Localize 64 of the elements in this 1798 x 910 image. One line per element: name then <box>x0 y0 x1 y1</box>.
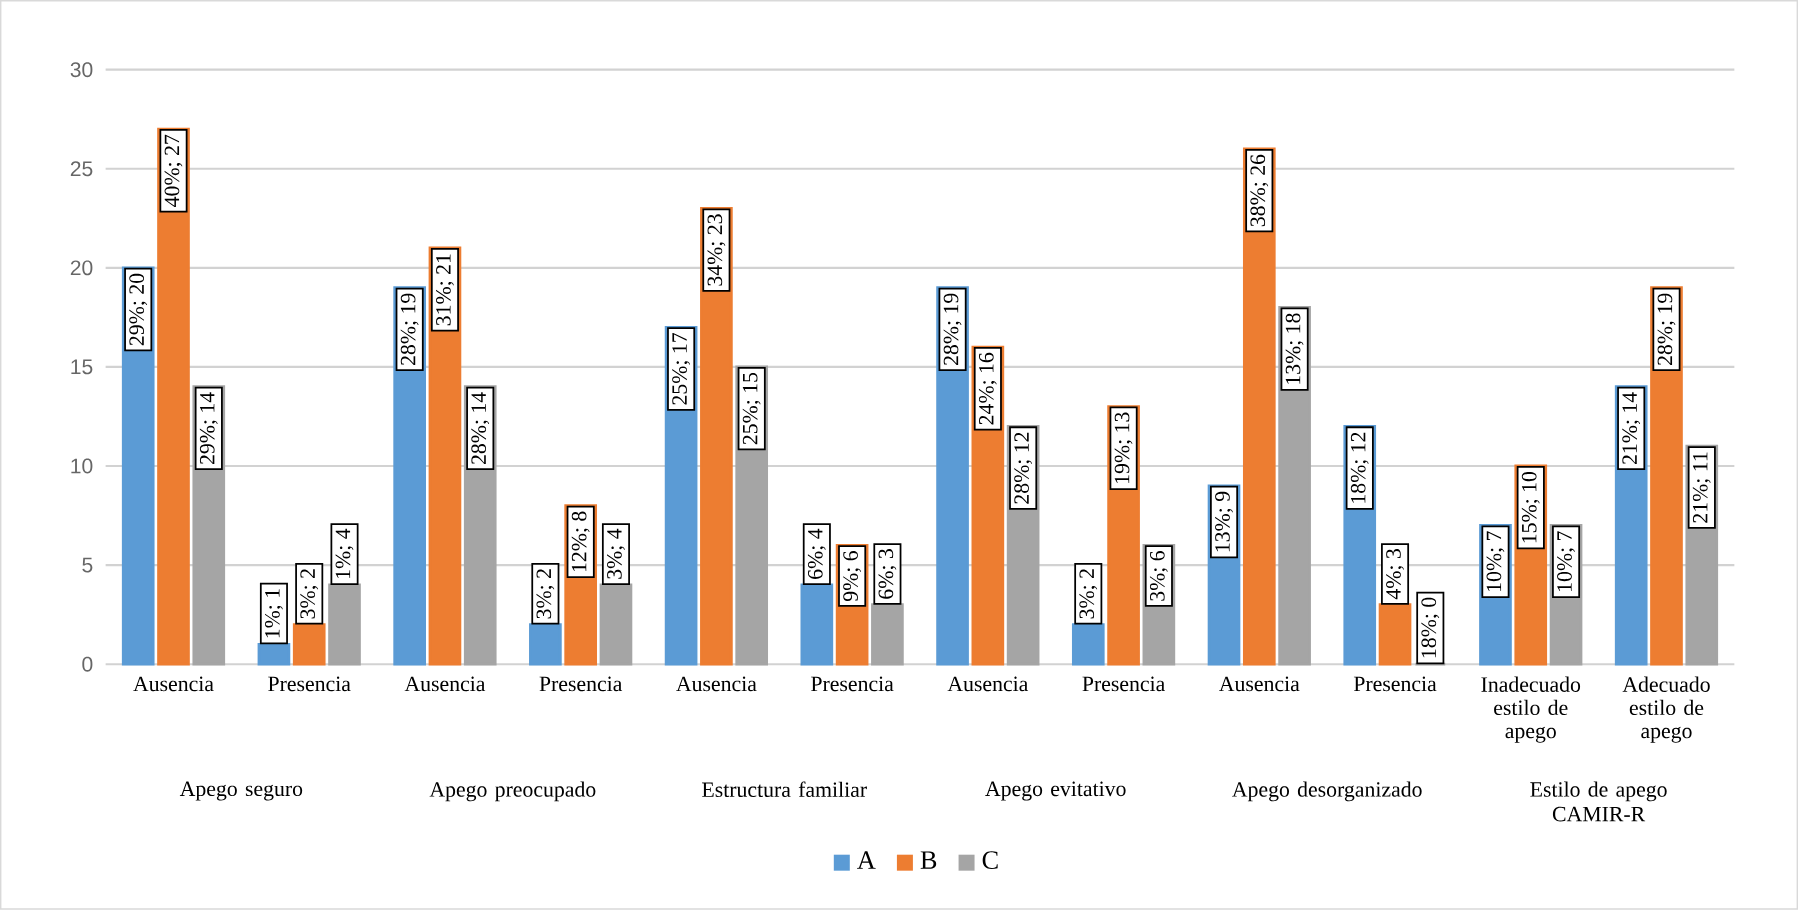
y-tick-label: 20 <box>70 260 93 276</box>
data-label: 12%; 8 <box>571 511 590 572</box>
legend-label: B <box>920 851 937 869</box>
data-label: 18%; 12 <box>1350 432 1369 503</box>
data-label: 15%; 10 <box>1521 472 1540 543</box>
data-label: 10%; 7 <box>1486 531 1505 592</box>
data-label: 4%; 3 <box>1386 549 1404 600</box>
x-tick-label: Presencia <box>811 676 894 692</box>
x-tick-label: Ausencia <box>676 676 757 692</box>
data-label: 13%; 18 <box>1285 313 1304 384</box>
y-tick-label: 5 <box>82 557 93 573</box>
data-label: 3%; 2 <box>1079 569 1098 619</box>
data-label: 18%; 0 <box>1421 597 1440 658</box>
x-tick-label: Adecuado estilo de apego <box>1622 676 1710 743</box>
data-label: 40%; 27 <box>164 135 183 208</box>
x-tick-label: Ausencia <box>1219 676 1300 692</box>
data-label: 3%; 2 <box>300 569 319 619</box>
data-label: 6%; 4 <box>807 528 826 580</box>
y-tick-label: 10 <box>71 458 93 474</box>
data-label: 10%; 7 <box>1557 531 1575 592</box>
data-label: 24%; 16 <box>978 352 997 425</box>
data-label: 31%; 21 <box>436 254 454 326</box>
y-tick-label: 25 <box>70 161 93 177</box>
y-tick-label: 15 <box>71 359 93 375</box>
data-label: 13%; 9 <box>1215 491 1233 552</box>
data-label: 29%; 14 <box>199 392 218 465</box>
legend-label: C <box>982 851 998 870</box>
data-label: 28%; 19 <box>1657 293 1676 366</box>
text: Apego preocupado <box>429 781 596 802</box>
text: Estructura familiar <box>702 781 867 798</box>
x-tick-label: Ausencia <box>404 676 486 692</box>
data-label: 21%; 11 <box>1692 452 1711 523</box>
data-label: 38%; 26 <box>1250 154 1269 227</box>
data-label: 29%; 20 <box>129 273 148 346</box>
data-label: 1%; 1 <box>265 589 283 638</box>
data-label: 3%; 2 <box>536 569 555 619</box>
data-label: 28%; 12 <box>1014 432 1033 504</box>
data-label: 19%; 13 <box>1114 412 1133 484</box>
x-tick-label: Presencia <box>1082 676 1165 692</box>
data-label: 3%; 6 <box>1149 551 1168 601</box>
x-tick-label: Presencia <box>268 676 351 692</box>
data-label: 1%; 4 <box>335 528 354 579</box>
text: Apego evitativo <box>985 781 1126 801</box>
x-tick-label: Ausencia <box>133 676 214 692</box>
y-tick-label: 30 <box>70 62 93 78</box>
text: Estilo de apego CAMIR-R <box>1530 781 1667 822</box>
text: Apego desorganizado <box>1232 781 1422 802</box>
x-tick-label: Presencia <box>539 676 623 692</box>
legend-label: A <box>857 851 876 869</box>
data-label: 28%; 19 <box>943 293 962 366</box>
text: Apego seguro <box>179 781 303 801</box>
data-label: 34%; 23 <box>707 214 726 286</box>
data-label: 21%; 14 <box>1622 392 1641 465</box>
data-label: 28%; 14 <box>471 392 490 465</box>
x-tick-label: Ausencia <box>947 676 1029 692</box>
x-tick-label: Presencia <box>1353 676 1437 692</box>
data-label: 25%; 17 <box>672 333 691 405</box>
data-label: 28%; 19 <box>400 293 419 366</box>
data-label: 3%; 4 <box>607 528 625 579</box>
data-label: 25%; 15 <box>742 373 761 445</box>
data-label: 6%; 3 <box>878 549 897 599</box>
data-label: 9%; 6 <box>843 551 862 602</box>
y-tick-label: 0 <box>82 656 93 672</box>
x-tick-label: Inadecuado estilo de apego <box>1481 676 1581 743</box>
